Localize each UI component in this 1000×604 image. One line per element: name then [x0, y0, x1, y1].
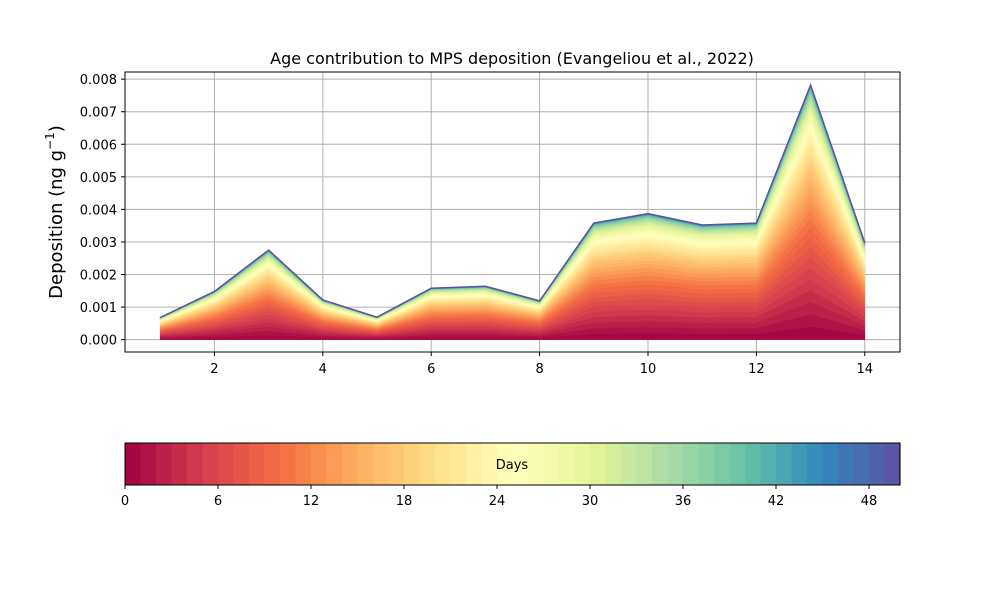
colorbar-segment — [838, 443, 855, 485]
colorbar-segment — [760, 443, 777, 485]
colorbar-segment — [218, 443, 235, 485]
colorbar-tick-label: 24 — [489, 494, 506, 509]
colorbar-segment — [869, 443, 886, 485]
svg-text:Deposition (ng g−1): Deposition (ng g−1) — [43, 125, 67, 299]
colorbar-segment — [326, 443, 343, 485]
colorbar-segment — [605, 443, 622, 485]
y-axis-label-text: Deposition (ng g — [46, 150, 67, 299]
y-tick-label: 0.007 — [80, 106, 117, 121]
colorbar-segment — [729, 443, 746, 485]
colorbar-segment — [528, 443, 545, 485]
y-tick-label: 0.008 — [80, 73, 117, 88]
x-tick-label: 10 — [640, 362, 657, 377]
colorbar-segment — [171, 443, 188, 485]
colorbar-tick-label: 18 — [396, 494, 413, 509]
x-tick-label: 14 — [856, 362, 873, 377]
colorbar-segment — [683, 443, 700, 485]
colorbar-segment — [559, 443, 576, 485]
colorbar-segment — [543, 443, 560, 485]
y-tick-label: 0.002 — [80, 269, 117, 284]
y-axis-label-close: ) — [46, 125, 67, 132]
colorbar-ticks: 0 6 12 18 24 30 36 42 48 — [121, 485, 877, 509]
y-tick-label: 0.001 — [80, 301, 117, 316]
colorbar-tick-label: 0 — [121, 494, 129, 509]
colorbar-tick-label: 6 — [214, 494, 222, 509]
colorbar-segment — [853, 443, 870, 485]
y-tick-label: 0.006 — [80, 138, 117, 153]
stacked-areas — [159, 82, 866, 340]
colorbar-segment — [140, 443, 157, 485]
plot-frame — [124, 71, 901, 353]
colorbar-tick-label: 12 — [303, 494, 320, 509]
x-tick-label: 2 — [210, 362, 218, 377]
colorbar-segment — [621, 443, 638, 485]
chart-title: Age contribution to MPS deposition (Evan… — [270, 49, 754, 68]
colorbar-tick-label: 42 — [768, 494, 785, 509]
colorbar-segment — [404, 443, 421, 485]
y-tick-label: 0.005 — [80, 171, 117, 186]
colorbar-segment — [791, 443, 808, 485]
colorbar-segment — [714, 443, 731, 485]
colorbar-segment — [636, 443, 653, 485]
colorbar-tick-label: 36 — [675, 494, 692, 509]
x-tick-label: 8 — [535, 362, 543, 377]
colorbar-segment — [249, 443, 266, 485]
colorbar-tick-label: 48 — [861, 494, 878, 509]
y-axis-label: Deposition (ng g−1) — [43, 125, 67, 299]
colorbar-segment — [202, 443, 219, 485]
colorbar-segment — [512, 443, 529, 485]
y-axis-label-superscript: −1 — [43, 132, 57, 150]
colorbar-segment — [233, 443, 250, 485]
x-axis-ticks: 2 4 6 8 10 12 14 — [210, 352, 873, 377]
colorbar-segment — [466, 443, 483, 485]
colorbar-segment — [342, 443, 359, 485]
colorbar-segment — [357, 443, 374, 485]
colorbar-segment — [311, 443, 328, 485]
colorbar-segment — [280, 443, 297, 485]
colorbar-segment — [373, 443, 390, 485]
colorbar-segment — [125, 443, 142, 485]
colorbar-segment — [574, 443, 591, 485]
colorbar-segment — [698, 443, 715, 485]
colorbar — [125, 443, 901, 485]
colorbar-segment — [497, 443, 514, 485]
colorbar-segment — [264, 443, 281, 485]
colorbar-segment — [667, 443, 684, 485]
x-tick-label: 12 — [748, 362, 765, 377]
colorbar-segment — [450, 443, 467, 485]
y-axis-ticks: 0.000 0.001 0.002 0.003 0.004 0.005 0.006 0.007… — [80, 73, 125, 349]
colorbar-segment — [435, 443, 452, 485]
colorbar-segment — [776, 443, 793, 485]
colorbar-segment — [295, 443, 312, 485]
colorbar-segment — [884, 443, 901, 485]
colorbar-segment — [156, 443, 173, 485]
colorbar-segment — [745, 443, 762, 485]
colorbar-segment — [419, 443, 436, 485]
y-tick-label: 0.003 — [80, 236, 117, 251]
total-deposition-line — [159, 82, 866, 319]
colorbar-frame — [124, 442, 901, 486]
y-tick-label: 0.004 — [80, 203, 117, 218]
colorbar-label: Days — [496, 458, 529, 473]
colorbar-segment — [481, 443, 498, 485]
colorbar-segment — [822, 443, 839, 485]
colorbar-segment — [187, 443, 204, 485]
colorbar-segment — [590, 443, 607, 485]
colorbar-tick-label: 30 — [582, 494, 599, 509]
x-tick-label: 4 — [319, 362, 327, 377]
colorbar-segment — [807, 443, 824, 485]
y-tick-label: 0.000 — [80, 334, 117, 349]
colorbar-segment — [652, 443, 669, 485]
colorbar-segment — [388, 443, 405, 485]
x-tick-label: 6 — [427, 362, 435, 377]
